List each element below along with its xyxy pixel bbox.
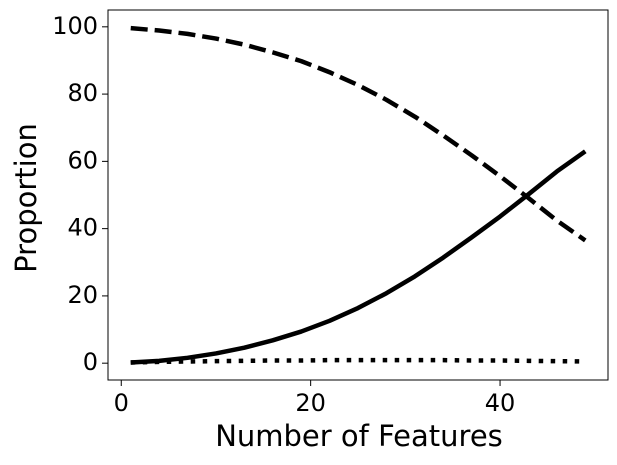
x-axis-label: Number of Features bbox=[215, 419, 503, 453]
data-line bbox=[130, 357, 586, 365]
y-tick-label: 0 bbox=[83, 348, 98, 376]
x-tick-label: 0 bbox=[114, 389, 129, 417]
y-tick-label: 40 bbox=[67, 214, 98, 242]
y-tick-label: 20 bbox=[67, 281, 98, 309]
y-tick-label: 100 bbox=[52, 12, 98, 40]
x-tick-label: 20 bbox=[295, 389, 326, 417]
x-tick-label: 40 bbox=[485, 389, 516, 417]
data-line bbox=[130, 149, 587, 365]
y-axis-label: Proportion bbox=[9, 123, 43, 273]
y-tick-label: 80 bbox=[67, 79, 98, 107]
data-line bbox=[130, 25, 587, 243]
plot-frame bbox=[107, 9, 609, 381]
y-tick-label: 60 bbox=[67, 146, 98, 174]
